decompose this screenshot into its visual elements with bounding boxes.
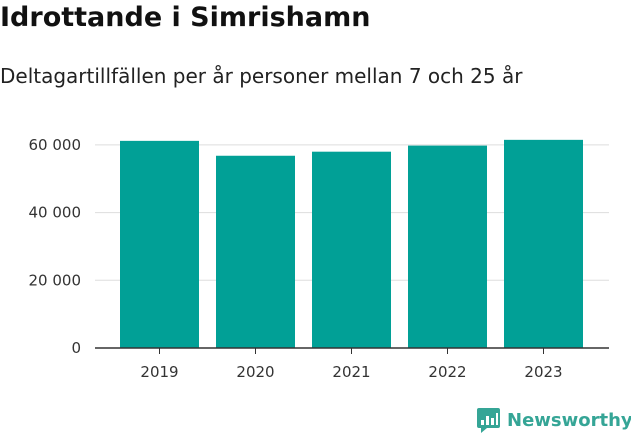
y-tick-label: 0 xyxy=(71,339,81,357)
newsworthy-brand: Newsworthy xyxy=(476,407,631,434)
chart-subtitle: Deltagartillfällen per år personer mella… xyxy=(0,64,523,88)
y-tick-label: 60 000 xyxy=(29,136,82,154)
axes: 0 20 000 40 000 60 000 2019 2020 2021 2022 2023 xyxy=(29,136,609,381)
bar-2020 xyxy=(216,155,295,348)
x-tick-label: 2020 xyxy=(236,363,274,381)
bars xyxy=(120,139,583,348)
x-tick-label: 2019 xyxy=(140,363,178,381)
newsworthy-logo-icon xyxy=(477,408,500,433)
y-tick-label: 20 000 xyxy=(29,271,82,289)
brand-name: Newsworthy xyxy=(507,410,631,431)
bar-2021 xyxy=(312,151,391,348)
bar-2023 xyxy=(504,139,583,348)
chart-title: Idrottande i Simrishamn xyxy=(0,2,371,33)
bar-2019 xyxy=(120,140,199,348)
y-tick-label: 40 000 xyxy=(29,204,82,222)
x-tick-label: 2022 xyxy=(428,363,466,381)
x-tick-label: 2021 xyxy=(332,363,370,381)
x-tick-label: 2023 xyxy=(524,363,562,381)
bar-2022 xyxy=(408,145,487,348)
